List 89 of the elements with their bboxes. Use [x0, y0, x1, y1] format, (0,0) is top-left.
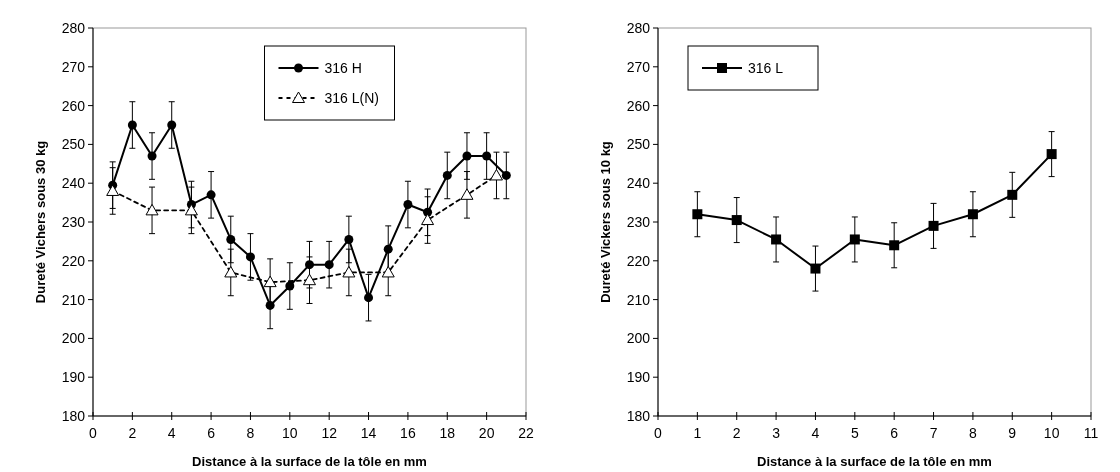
x-tick-label: 14	[360, 425, 377, 441]
y-tick-label: 220	[626, 252, 651, 269]
x-tick-label: 0	[89, 425, 98, 441]
y-tick-label: 280	[61, 20, 86, 36]
legend-label: 316 H	[324, 60, 362, 76]
x-axis-title: Distance à la surface de la tôle en mm	[757, 454, 992, 469]
point	[810, 263, 821, 274]
x-tick-label: 12	[321, 425, 338, 441]
point	[692, 209, 703, 220]
x-tick-label: 9	[1008, 425, 1017, 441]
point	[263, 275, 277, 288]
y-tick-label: 230	[626, 214, 651, 230]
y-tick-label: 250	[626, 136, 651, 153]
y-tick-label: 200	[61, 330, 86, 347]
point	[145, 203, 159, 216]
y-tick-label: 190	[626, 369, 651, 386]
point	[501, 170, 511, 180]
x-tick-label: 11	[1083, 425, 1099, 441]
y-tick-label: 180	[626, 408, 651, 424]
x-tick-label: 3	[772, 425, 781, 441]
x-tick-label: 1	[693, 425, 702, 441]
legend-label: 316 L(N)	[324, 90, 379, 106]
point	[421, 213, 435, 226]
point	[403, 200, 413, 210]
x-tick-label: 16	[400, 425, 416, 441]
y-tick-label: 270	[626, 58, 651, 75]
point	[206, 190, 216, 200]
y-axis-title: Dureté Vickers sous 10 kg	[598, 141, 613, 303]
x-tick-label: 8	[969, 425, 978, 441]
point	[489, 168, 503, 181]
x-tick-label: 4	[167, 425, 176, 441]
point	[245, 252, 255, 262]
point	[127, 120, 137, 130]
y-tick-label: 180	[61, 408, 86, 424]
x-tick-label: 8	[246, 425, 255, 441]
x-tick-label: 18	[439, 425, 456, 441]
x-tick-label: 6	[890, 425, 899, 441]
y-tick-label: 190	[61, 369, 86, 386]
point	[482, 151, 492, 161]
x-tick-label: 22	[518, 425, 534, 441]
point	[364, 293, 374, 303]
x-tick-label: 0	[654, 425, 663, 441]
point	[167, 120, 177, 130]
point	[849, 234, 860, 245]
x-tick-label: 20	[478, 425, 495, 441]
x-axis-title: Distance à la surface de la tôle en mm	[192, 454, 427, 469]
y-tick-label: 210	[626, 291, 651, 308]
x-tick-label: 2	[732, 425, 741, 441]
y-tick-label: 200	[626, 330, 651, 347]
point	[106, 184, 120, 196]
x-tick-label: 6	[207, 425, 216, 441]
x-tick-label: 10	[282, 425, 298, 441]
y-axis-title: Dureté Vichers sous 30 kg	[33, 140, 48, 304]
point	[460, 188, 474, 200]
y-tick-label: 260	[61, 97, 86, 114]
point	[889, 240, 900, 251]
y-tick-label: 240	[626, 175, 651, 192]
point	[344, 234, 354, 244]
point	[224, 265, 238, 278]
y-tick-label: 240	[61, 175, 86, 192]
point	[303, 273, 316, 286]
point	[342, 265, 356, 278]
point	[442, 170, 452, 180]
point	[184, 203, 198, 216]
point	[324, 260, 334, 270]
x-tick-label: 10	[1043, 425, 1060, 441]
point	[1046, 149, 1057, 160]
point	[462, 151, 472, 161]
y-tick-label: 250	[61, 136, 86, 153]
point	[731, 215, 742, 226]
legend-label: 316 L	[748, 60, 784, 76]
y-tick-label: 210	[61, 291, 86, 308]
point	[1007, 189, 1018, 200]
x-tick-label: 7	[929, 425, 938, 441]
x-tick-label: 4	[811, 425, 820, 441]
y-tick-label: 280	[626, 20, 651, 36]
point	[967, 209, 978, 220]
point	[928, 220, 939, 231]
x-tick-label: 2	[128, 425, 137, 441]
point	[285, 281, 295, 291]
point	[771, 234, 782, 245]
y-tick-label: 220	[61, 252, 86, 269]
y-tick-label: 270	[61, 58, 86, 75]
point	[226, 234, 236, 244]
point	[147, 151, 157, 161]
y-tick-label: 230	[61, 214, 86, 230]
x-tick-label: 5	[850, 425, 859, 441]
y-tick-label: 260	[626, 97, 651, 114]
point	[381, 265, 395, 278]
